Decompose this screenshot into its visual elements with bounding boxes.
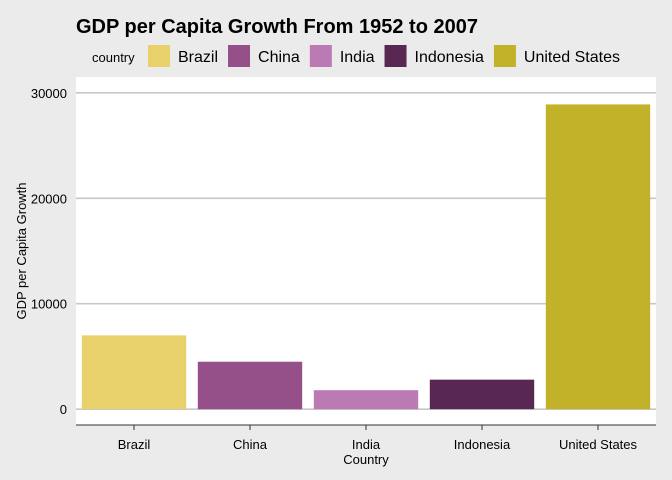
x-axis-ticks: Brazil China India Indonesia United States [118, 425, 638, 452]
legend-title: country [92, 50, 135, 65]
bar-united-states [545, 104, 651, 410]
x-tick-label: China [233, 437, 268, 452]
legend-label: Brazil [178, 49, 218, 66]
legend-swatch [384, 45, 407, 67]
chart-title: GDP per Capita Growth From 1952 to 2007 [76, 16, 478, 38]
y-axis-ticks: 0 10000 20000 30000 [31, 86, 67, 417]
legend-swatch [309, 45, 332, 67]
y-tick-label: 0 [60, 402, 67, 417]
y-tick-label: 10000 [31, 297, 67, 312]
x-axis-title: Country [343, 452, 389, 467]
legend-swatch [228, 45, 251, 67]
legend-label: India [340, 49, 375, 66]
legend-label: China [258, 49, 300, 66]
x-tick-label: Indonesia [454, 437, 511, 452]
y-axis-title: GDP per Capita Growth [14, 182, 29, 319]
legend-swatch [493, 45, 516, 67]
x-tick-label: Brazil [118, 437, 151, 452]
bar-brazil [81, 335, 187, 410]
legend-swatch [148, 45, 170, 67]
legend-label: United States [524, 49, 620, 66]
bar-china [197, 361, 303, 410]
bar-indonesia [429, 379, 535, 410]
legend: Brazil China India Indonesia United States [148, 45, 620, 67]
legend-label: Indonesia [415, 49, 484, 66]
x-tick-label: United States [559, 437, 638, 452]
y-tick-label: 20000 [31, 191, 67, 206]
bars [81, 104, 651, 410]
y-tick-label: 30000 [31, 86, 67, 101]
bar-india [313, 390, 419, 410]
x-tick-label: India [352, 437, 381, 452]
